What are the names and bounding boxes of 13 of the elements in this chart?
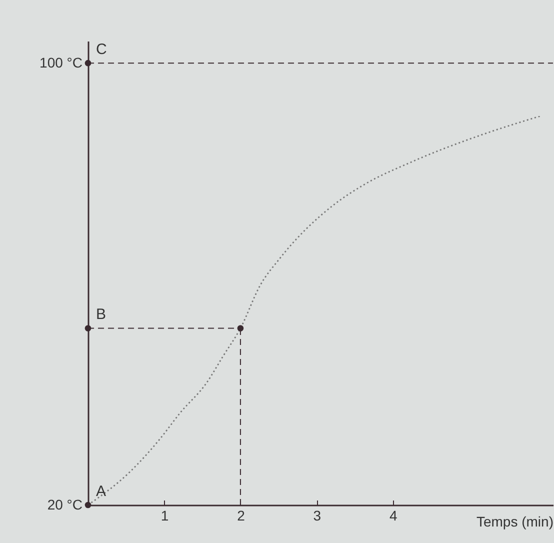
x-tick-label: 2 (237, 508, 246, 524)
x-tick-label: 4 (390, 508, 398, 524)
x-tick-label: 1 (160, 508, 169, 524)
point (84, 60, 92, 66)
data-label: A (96, 483, 106, 500)
data-label: C (96, 41, 107, 58)
x-axis-title: Temps (min) (476, 514, 554, 530)
point (84, 502, 92, 508)
y-tick-label: 20 °C (47, 496, 82, 512)
x-tick-label: 3 (313, 508, 322, 524)
data-label: B (96, 306, 106, 324)
y-tick-label: 100 °C (40, 54, 82, 71)
point (84, 325, 92, 332)
